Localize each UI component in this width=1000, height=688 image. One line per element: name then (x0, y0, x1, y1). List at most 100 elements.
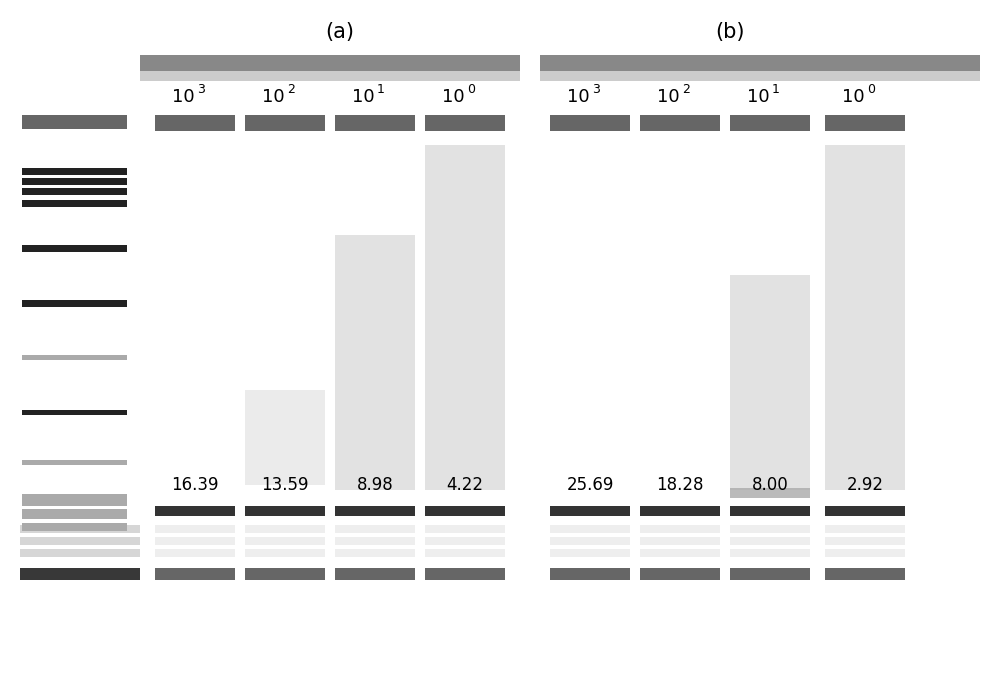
Bar (155, 537, 235, 545)
Text: 16.39: 16.39 (171, 476, 219, 494)
Bar (140, 71, 520, 81)
Bar (730, 275, 810, 490)
Bar (640, 549, 720, 557)
Text: 10: 10 (172, 88, 195, 106)
Bar (825, 145, 905, 490)
Text: 10: 10 (747, 88, 770, 106)
Bar (640, 537, 720, 545)
Bar (550, 537, 630, 545)
Text: 18.28: 18.28 (656, 476, 704, 494)
Bar (550, 115, 630, 131)
Text: 10: 10 (567, 88, 590, 106)
Bar (22, 300, 127, 307)
Bar (22, 523, 127, 531)
Bar (22, 178, 127, 185)
Text: 13.59: 13.59 (261, 476, 309, 494)
Bar (20, 537, 140, 545)
Bar (825, 115, 905, 131)
Bar (245, 549, 325, 557)
Bar (245, 115, 325, 131)
Bar (425, 568, 505, 580)
Bar (22, 509, 127, 519)
Text: 3: 3 (197, 83, 205, 96)
Bar (550, 506, 630, 516)
Bar (730, 525, 810, 533)
Bar (155, 115, 235, 131)
Text: 25.69: 25.69 (566, 476, 614, 494)
Bar (22, 460, 127, 465)
Text: 0: 0 (467, 83, 475, 96)
Bar (22, 200, 127, 207)
Bar (335, 537, 415, 545)
Text: 1: 1 (377, 83, 385, 96)
Bar (20, 525, 140, 533)
Bar (140, 55, 520, 71)
Bar (335, 549, 415, 557)
Bar (540, 55, 980, 71)
Bar (425, 537, 505, 545)
Bar (335, 506, 415, 516)
Text: (b): (b) (715, 22, 745, 42)
Bar (825, 549, 905, 557)
Text: 4.22: 4.22 (446, 476, 484, 494)
Bar (550, 549, 630, 557)
Text: 8.00: 8.00 (752, 476, 788, 494)
Bar (425, 525, 505, 533)
Bar (825, 568, 905, 580)
Text: 10: 10 (442, 88, 465, 106)
Bar (640, 506, 720, 516)
Text: 2.92: 2.92 (846, 476, 884, 494)
Bar (22, 355, 127, 360)
Bar (22, 115, 127, 129)
Bar (335, 235, 415, 490)
Bar (730, 568, 810, 580)
Bar (20, 549, 140, 557)
Bar (425, 549, 505, 557)
Bar (825, 506, 905, 516)
Bar (245, 525, 325, 533)
Bar (425, 145, 505, 490)
Bar (730, 115, 810, 131)
Bar (245, 537, 325, 545)
Bar (245, 568, 325, 580)
Text: 10: 10 (352, 88, 375, 106)
Bar (640, 525, 720, 533)
Bar (22, 494, 127, 506)
Bar (155, 506, 235, 516)
Text: 2: 2 (287, 83, 295, 96)
Text: 2: 2 (682, 83, 690, 96)
Bar (640, 115, 720, 131)
Text: 0: 0 (867, 83, 875, 96)
Bar (155, 549, 235, 557)
Bar (155, 568, 235, 580)
Text: 10: 10 (842, 88, 865, 106)
Bar (22, 410, 127, 415)
Bar (335, 525, 415, 533)
Bar (245, 506, 325, 516)
Bar (550, 525, 630, 533)
Bar (550, 568, 630, 580)
Bar (730, 537, 810, 545)
Text: 3: 3 (592, 83, 600, 96)
Text: (a): (a) (326, 22, 354, 42)
Text: 1: 1 (772, 83, 780, 96)
Bar (22, 245, 127, 252)
Bar (825, 525, 905, 533)
Text: 10: 10 (262, 88, 285, 106)
Text: 10: 10 (657, 88, 680, 106)
Bar (245, 390, 325, 485)
Text: 8.98: 8.98 (357, 476, 393, 494)
Bar (155, 525, 235, 533)
Bar (825, 537, 905, 545)
Bar (730, 549, 810, 557)
Bar (335, 115, 415, 131)
Bar (640, 568, 720, 580)
Bar (540, 71, 980, 81)
Bar (730, 506, 810, 516)
Bar (335, 568, 415, 580)
Bar (22, 168, 127, 175)
Bar (425, 115, 505, 131)
Bar (22, 188, 127, 195)
Bar (730, 488, 810, 498)
Bar (20, 568, 140, 580)
